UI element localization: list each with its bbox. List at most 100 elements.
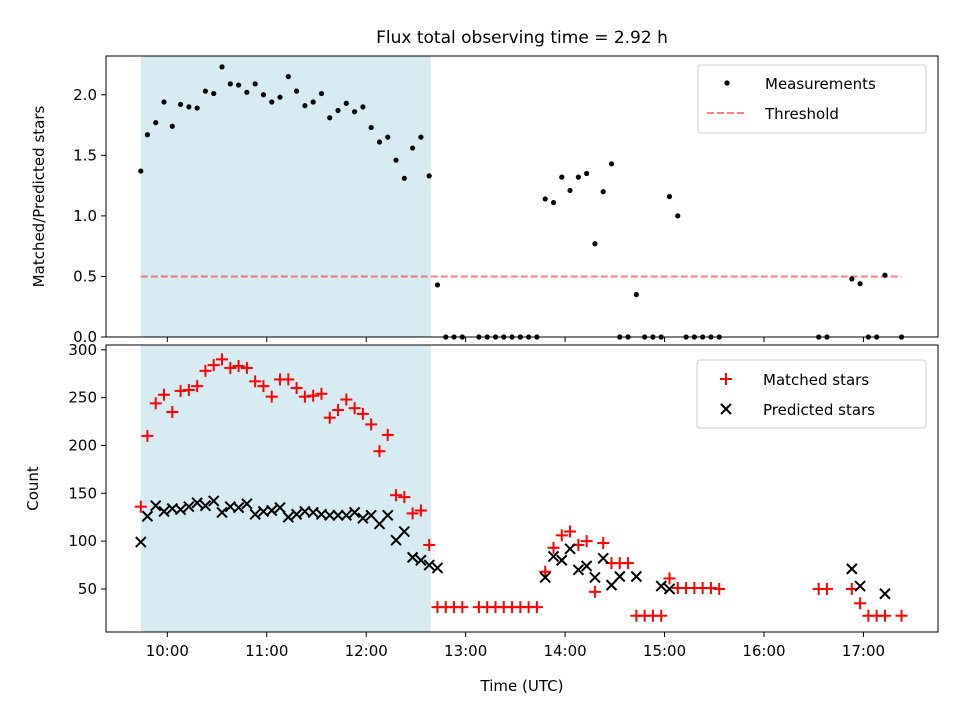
measurement-point — [376, 139, 383, 145]
count-xtick-label: 16:00 — [742, 642, 785, 660]
predicted-star-point — [605, 579, 618, 591]
matched-star-point — [348, 402, 361, 415]
measurement-point — [675, 213, 681, 219]
count-xtick-label: 12:00 — [345, 642, 388, 660]
ratio-ytick-label: 1.0 — [73, 207, 97, 225]
measurement-point — [584, 170, 590, 177]
count-xtick-label: 11:00 — [245, 642, 288, 660]
matched-star-point — [895, 609, 908, 622]
predicted-star-point — [547, 550, 560, 563]
predicted-star-stroke-b — [249, 508, 261, 521]
measurement-point — [608, 161, 615, 167]
legend-threshold-label: Threshold — [764, 105, 839, 123]
matched-star-point — [290, 382, 303, 395]
measurement-point — [343, 100, 349, 106]
predicted-star-stroke-b — [158, 505, 170, 518]
observing-window-shade-bottom — [140, 345, 431, 632]
matched-star-point — [356, 407, 369, 420]
measurement-point — [293, 88, 300, 94]
count-ytick-label: 150 — [68, 484, 97, 502]
matched-star-point — [323, 411, 336, 424]
count-xtick-label: 17:00 — [842, 642, 885, 660]
predicted-star-point — [572, 564, 585, 576]
matched-star-point — [166, 405, 179, 418]
predicted-star-stroke-b — [630, 570, 643, 583]
predicted-star-stroke-b — [597, 552, 609, 565]
predicted-star-stroke-b — [241, 498, 253, 510]
predicted-star-point — [174, 503, 187, 516]
predicted-star-stroke-b — [547, 550, 560, 563]
predicted-star-stroke-b — [357, 512, 369, 524]
predicted-star-point — [398, 525, 411, 538]
matched-star-point — [845, 582, 858, 595]
predicted-star-point — [232, 501, 245, 514]
matched-star-point — [216, 353, 229, 366]
measurement-point — [352, 109, 358, 115]
predicted-star-stroke-b — [266, 504, 278, 517]
measurement-point — [161, 99, 167, 105]
predicted-star-point — [135, 536, 147, 548]
matched-star-point — [158, 388, 171, 401]
matched-star-point — [182, 383, 195, 396]
x-axis-label: Time (UTC) — [480, 677, 564, 695]
measurement-points — [138, 64, 905, 340]
predicted-star-point — [241, 498, 253, 510]
count-legend: Matched stars Predicted stars — [696, 359, 927, 429]
predicted-star-stroke-b — [564, 543, 576, 555]
predicted-star-point — [141, 510, 154, 522]
matched-star-point — [282, 373, 295, 386]
matched-star-point — [340, 393, 353, 406]
predicted-star-point — [274, 501, 286, 514]
measurement-point — [252, 81, 258, 87]
predicted-star-stroke-b — [282, 511, 295, 523]
predicted-star-stroke-b — [663, 583, 676, 595]
measurement-point — [285, 73, 291, 80]
matched-star-point — [588, 585, 601, 598]
matched-star-point — [373, 445, 386, 458]
predicted-star-stroke-b — [382, 509, 394, 521]
matched-star-point — [878, 609, 891, 622]
predicted-star-stroke-b — [135, 536, 147, 548]
predicted-star-point — [150, 500, 162, 512]
matched-star-point — [240, 361, 253, 374]
count-xtick-label: 15:00 — [643, 642, 686, 660]
measurement-point — [426, 173, 432, 179]
count-ytick-label: 200 — [68, 436, 97, 454]
measurement-point — [418, 134, 424, 140]
predicted-star-stroke-b — [556, 554, 568, 566]
measurement-point — [592, 241, 598, 247]
matched-star-point — [854, 597, 867, 610]
predicted-star-point — [854, 580, 866, 592]
predicted-star-point — [614, 570, 626, 583]
ratio-ytick-label: 0.0 — [73, 328, 97, 346]
predicted-star-stroke-b — [174, 503, 187, 516]
predicted-star-point — [340, 509, 353, 521]
count-panel: 50 100 150 200 250 300 10:00 11:00 12:00 13:00 14:… — [24, 341, 939, 695]
measurement-point — [550, 199, 557, 206]
predicted-star-point — [307, 506, 319, 519]
count-ytick-label: 50 — [78, 580, 97, 598]
predicted-star-stroke-b — [141, 510, 154, 522]
predicted-star-stroke-b — [580, 560, 593, 572]
predicted-star-point — [564, 543, 576, 555]
matched-star-points — [134, 353, 908, 622]
measurement-point — [633, 292, 639, 298]
count-ytick-label: 300 — [68, 341, 97, 359]
count-ytick-label: 250 — [68, 389, 97, 407]
predicted-star-stroke-b — [324, 509, 336, 521]
predicted-star-point — [282, 511, 295, 523]
predicted-star-point — [580, 560, 593, 572]
predicted-star-stroke-b — [216, 506, 228, 519]
ratio-ytick-label: 1.5 — [73, 146, 97, 164]
predicted-star-stroke-b — [406, 551, 419, 564]
measurement-point — [327, 115, 333, 121]
matched-star-point — [398, 491, 411, 504]
predicted-star-stroke-b — [431, 562, 444, 574]
predicted-star-stroke-b — [348, 506, 361, 519]
predicted-star-point — [597, 552, 609, 565]
legend-matched-label: Matched stars — [763, 371, 869, 389]
measurement-point — [138, 168, 144, 174]
measurement-point — [302, 103, 308, 109]
predicted-star-point — [183, 500, 195, 513]
measurement-point — [410, 145, 416, 151]
